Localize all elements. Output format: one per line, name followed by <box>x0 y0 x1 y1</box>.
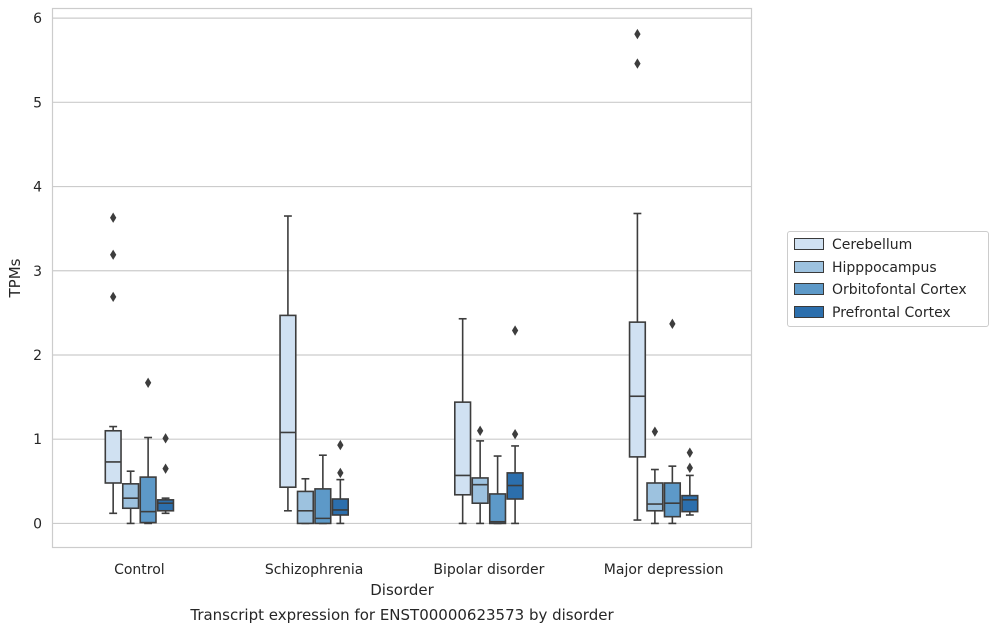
y-tick-labels: 0 1 2 3 4 5 6 <box>33 11 42 532</box>
legend: Cerebellum Hipppocampus Orbitofontal Cor… <box>787 231 989 327</box>
x-axis-label: Disorder <box>370 581 434 599</box>
y-tick-label: 0 <box>33 516 42 532</box>
box-groups <box>104 28 699 525</box>
y-tick-label: 1 <box>33 432 42 448</box>
box-group <box>453 317 472 525</box>
box-group <box>279 215 297 512</box>
box-group <box>506 325 524 525</box>
box-group <box>646 426 664 525</box>
outlier-point <box>686 447 693 458</box>
outlier-point <box>337 467 344 479</box>
legend-label: Prefrontal Cortex <box>832 305 951 321</box>
box-group <box>121 470 140 525</box>
box <box>628 321 647 458</box>
outlier-point <box>511 428 519 440</box>
box <box>453 401 472 496</box>
legend-label: Orbitofontal Cortex <box>832 282 967 298</box>
x-tick-label: Control <box>114 562 165 578</box>
legend-swatch <box>794 238 824 250</box>
y-tick-label: 6 <box>33 11 42 27</box>
outlier-point <box>476 425 484 436</box>
box-group <box>296 477 315 525</box>
y-tick-label: 4 <box>33 180 42 196</box>
outlier-point <box>337 439 344 451</box>
outlier-point <box>634 58 641 69</box>
y-tick-label: 2 <box>33 348 42 364</box>
x-tick-label: Schizophrenia <box>265 562 363 578</box>
box <box>663 482 682 518</box>
box <box>296 490 315 525</box>
legend-swatch <box>794 283 824 295</box>
box <box>681 494 699 513</box>
box <box>488 493 507 525</box>
outlier-point <box>144 377 152 388</box>
chart-caption: Transcript expression for ENST0000062357… <box>190 606 614 624</box>
legend-swatch <box>794 261 824 273</box>
legend-item: Orbitofontal Cortex <box>794 281 967 299</box>
outlier-point <box>110 212 117 223</box>
box-group <box>314 454 332 525</box>
outlier-point <box>110 291 117 303</box>
box <box>104 429 122 484</box>
legend-label: Hipppocampus <box>832 260 937 276</box>
box-group <box>663 318 682 525</box>
outlier-point <box>634 28 641 40</box>
y-axis-label: TPMs <box>6 258 24 298</box>
outlier-point <box>162 433 169 444</box>
plot-frame <box>51 7 753 549</box>
box <box>139 476 157 524</box>
box <box>156 499 175 512</box>
y-tick-label: 3 <box>33 264 42 280</box>
x-tick-label: Major depression <box>604 562 724 578</box>
box-group <box>156 433 175 515</box>
outlier-point <box>511 325 519 336</box>
outlier-point <box>162 463 169 474</box>
box <box>331 498 350 516</box>
box <box>279 314 297 489</box>
y-tick-label: 5 <box>33 95 42 111</box>
legend-swatch <box>794 306 824 318</box>
box <box>646 482 664 512</box>
box <box>471 477 489 505</box>
outlier-point <box>110 249 117 260</box>
box-group <box>628 28 647 521</box>
grid-lines <box>52 17 751 525</box>
outlier-point <box>669 318 676 329</box>
outlier-point <box>686 462 693 474</box>
legend-item: Cerebellum <box>794 236 912 254</box>
box <box>314 488 332 525</box>
box-group <box>681 447 699 516</box>
box-group <box>139 377 157 525</box>
legend-item: Prefrontal Cortex <box>794 304 951 322</box>
box-group <box>471 425 489 525</box>
box-group <box>331 439 350 525</box>
outlier-point <box>651 426 659 437</box>
legend-item: Hipppocampus <box>794 259 937 277</box>
x-tick-labels: Control Schizophrenia Bipolar disorder Majo… <box>114 562 723 578</box>
box-group <box>488 455 507 525</box>
box-group <box>104 212 122 515</box>
x-tick-label: Bipolar disorder <box>433 562 544 578</box>
legend-label: Cerebellum <box>832 237 913 253</box>
box <box>121 483 140 510</box>
